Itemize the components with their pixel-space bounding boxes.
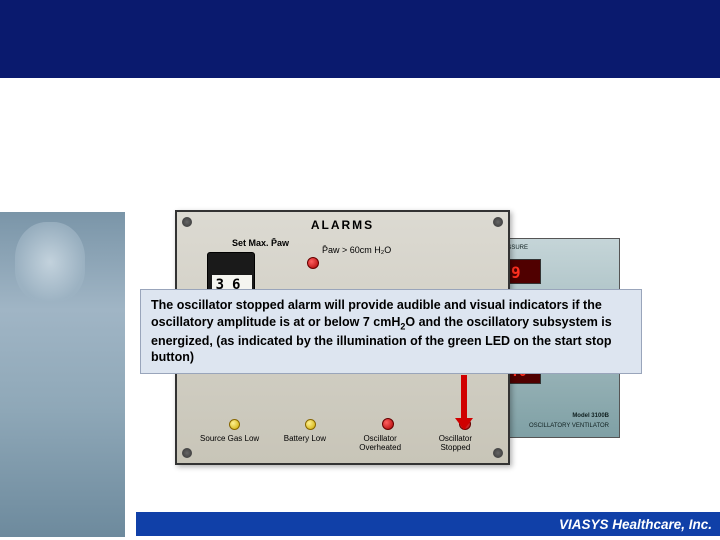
oscillator-overheated-label: Oscillator Overheated — [350, 435, 410, 453]
source-gas-label: Source Gas Low — [200, 435, 260, 453]
battery-low-led-icon — [305, 419, 316, 430]
set-max-paw-label: Set Max. P̄aw — [232, 238, 289, 248]
type-label: OSCILLATORY VENTILATOR — [529, 423, 609, 429]
oscillator-overheated-led-icon — [382, 418, 394, 430]
alarms-title: ALARMS — [177, 218, 508, 232]
source-gas-led-icon — [229, 419, 240, 430]
battery-low-label: Battery Low — [275, 435, 335, 453]
medical-side-image — [0, 212, 125, 537]
footer-company-bar: VIASYS Healthcare, Inc. — [136, 514, 720, 536]
paw-threshold-label: P̄aw > 60cm H₂O — [322, 245, 391, 255]
header-bar — [0, 0, 720, 78]
model-label: Model 3100B — [572, 413, 609, 419]
alarm-bottom-labels: Source Gas Low Battery Low Oscillator Ov… — [177, 435, 508, 453]
callout-note: The oscillator stopped alarm will provid… — [140, 289, 642, 374]
main-content: MEAN PRESSURE 59 10.0 Model 3100B OSCILL… — [0, 78, 720, 478]
oscillator-stopped-label: Oscillator Stopped — [425, 435, 485, 453]
paw-alarm-led-icon — [307, 257, 319, 269]
pointer-arrow-icon — [461, 375, 467, 420]
